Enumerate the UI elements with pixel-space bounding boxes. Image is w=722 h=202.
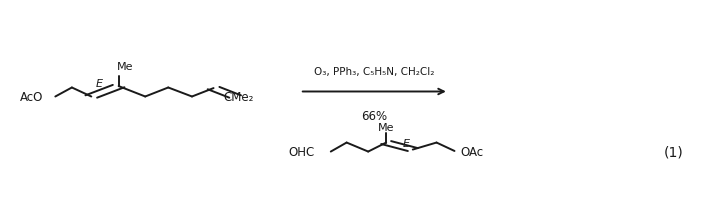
Text: E: E: [403, 138, 409, 148]
Text: O₃, PPh₃, C₅H₅N, CH₂Cl₂: O₃, PPh₃, C₅H₅N, CH₂Cl₂: [314, 67, 434, 77]
Text: Me: Me: [378, 122, 394, 132]
Text: 66%: 66%: [361, 109, 387, 122]
Text: Me: Me: [117, 62, 134, 72]
Text: AcO: AcO: [19, 90, 43, 103]
Text: E: E: [96, 79, 103, 89]
Text: OAc: OAc: [460, 145, 483, 158]
Text: (1): (1): [664, 145, 684, 159]
Text: CMe₂: CMe₂: [223, 90, 253, 103]
Text: OHC: OHC: [288, 145, 314, 158]
